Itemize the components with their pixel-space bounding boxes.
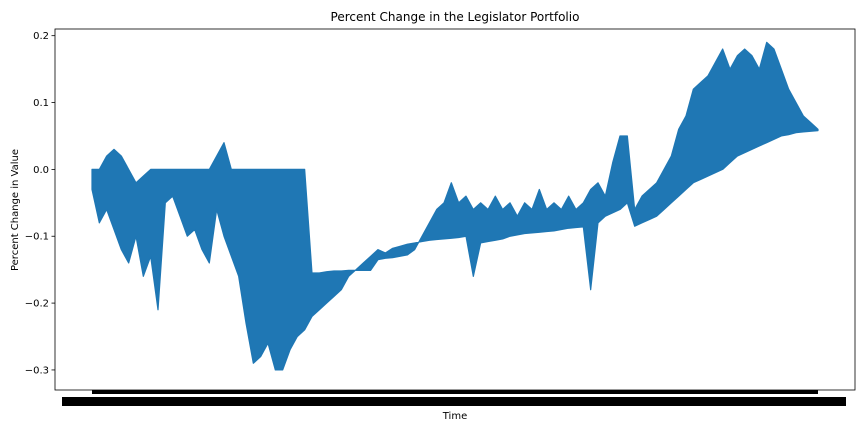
chart-title: Percent Change in the Legislator Portfol… xyxy=(331,10,580,24)
series-band xyxy=(91,41,819,371)
y-tick-label: 0.0 xyxy=(33,165,49,176)
y-tick-label: −0.2 xyxy=(25,299,49,310)
y-tick-label: −0.3 xyxy=(25,365,49,376)
plot-area: −0.3 −0.2 −0.1 0.0 0.1 0.2 xyxy=(25,28,856,406)
axes-frame xyxy=(54,28,856,391)
x-axis-label: Time xyxy=(442,411,467,422)
y-tick-label: 0.1 xyxy=(33,98,49,109)
x-tick-labels-overlap xyxy=(62,397,846,406)
y-tick-label: −0.1 xyxy=(25,232,49,243)
y-tick-label: 0.2 xyxy=(33,31,49,42)
y-axis-label: Percent Change in Value xyxy=(10,149,21,271)
x-tick-marks xyxy=(92,390,818,394)
